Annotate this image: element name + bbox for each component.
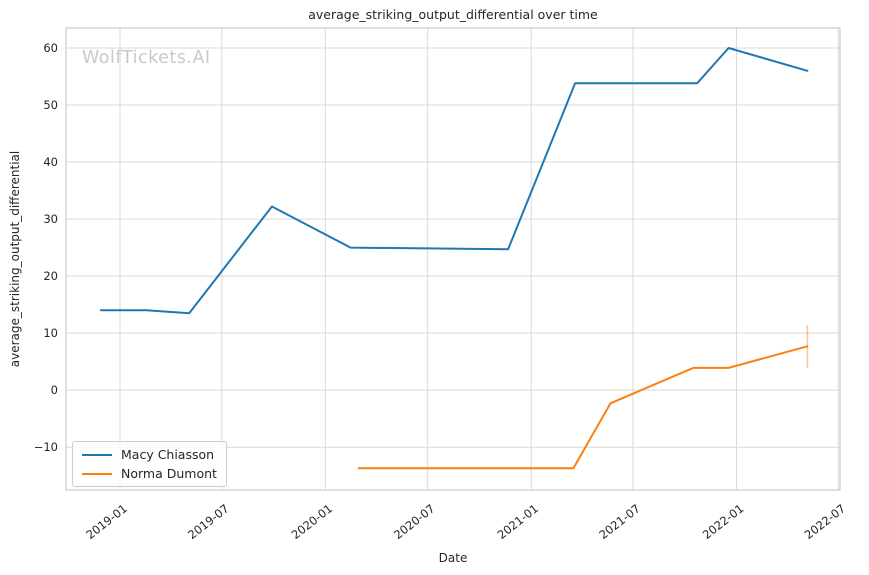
y-tick-label: 40 xyxy=(43,155,58,169)
y-tick-label: 20 xyxy=(43,269,58,283)
x-tick-label: 2021-01 xyxy=(495,501,541,542)
legend-label: Macy Chiasson xyxy=(121,447,215,462)
legend-swatch-line-icon xyxy=(82,453,112,456)
x-tick-label: 2022-07 xyxy=(802,501,848,542)
y-tick-label: 0 xyxy=(51,383,58,397)
plot-border xyxy=(65,27,841,491)
x-tick-label: 2022-01 xyxy=(700,501,746,542)
legend-swatch-line-icon xyxy=(82,472,112,475)
y-tick-label: 50 xyxy=(43,98,58,112)
x-tick-label: 2019-01 xyxy=(83,501,129,542)
x-tick-label: 2019-07 xyxy=(185,501,231,542)
y-tick-label: 60 xyxy=(43,41,58,55)
watermark: WolfTickets.AI xyxy=(82,48,211,68)
legend-label: Norma Dumont xyxy=(121,466,217,481)
x-tick-label: 2020-01 xyxy=(289,501,335,542)
series-line-macy-chiasson xyxy=(99,47,809,315)
y-tick-label: −10 xyxy=(34,440,58,454)
chart-title: average_striking_output_differential ove… xyxy=(308,7,598,22)
y-tick-label: 30 xyxy=(43,212,58,226)
y-axis-label: average_striking_output_differential xyxy=(8,150,22,368)
x-tick-label: 2021-07 xyxy=(596,501,642,542)
series-line-norma-dumont xyxy=(357,345,809,470)
legend-item: Norma Dumont xyxy=(82,465,217,482)
legend-item: Macy Chiasson xyxy=(82,446,217,463)
legend: Macy Chiasson Norma Dumont xyxy=(72,441,227,487)
x-tick-label: 2020-07 xyxy=(391,501,437,542)
x-axis-label: Date xyxy=(438,551,468,565)
y-tick-label: 10 xyxy=(43,326,58,340)
